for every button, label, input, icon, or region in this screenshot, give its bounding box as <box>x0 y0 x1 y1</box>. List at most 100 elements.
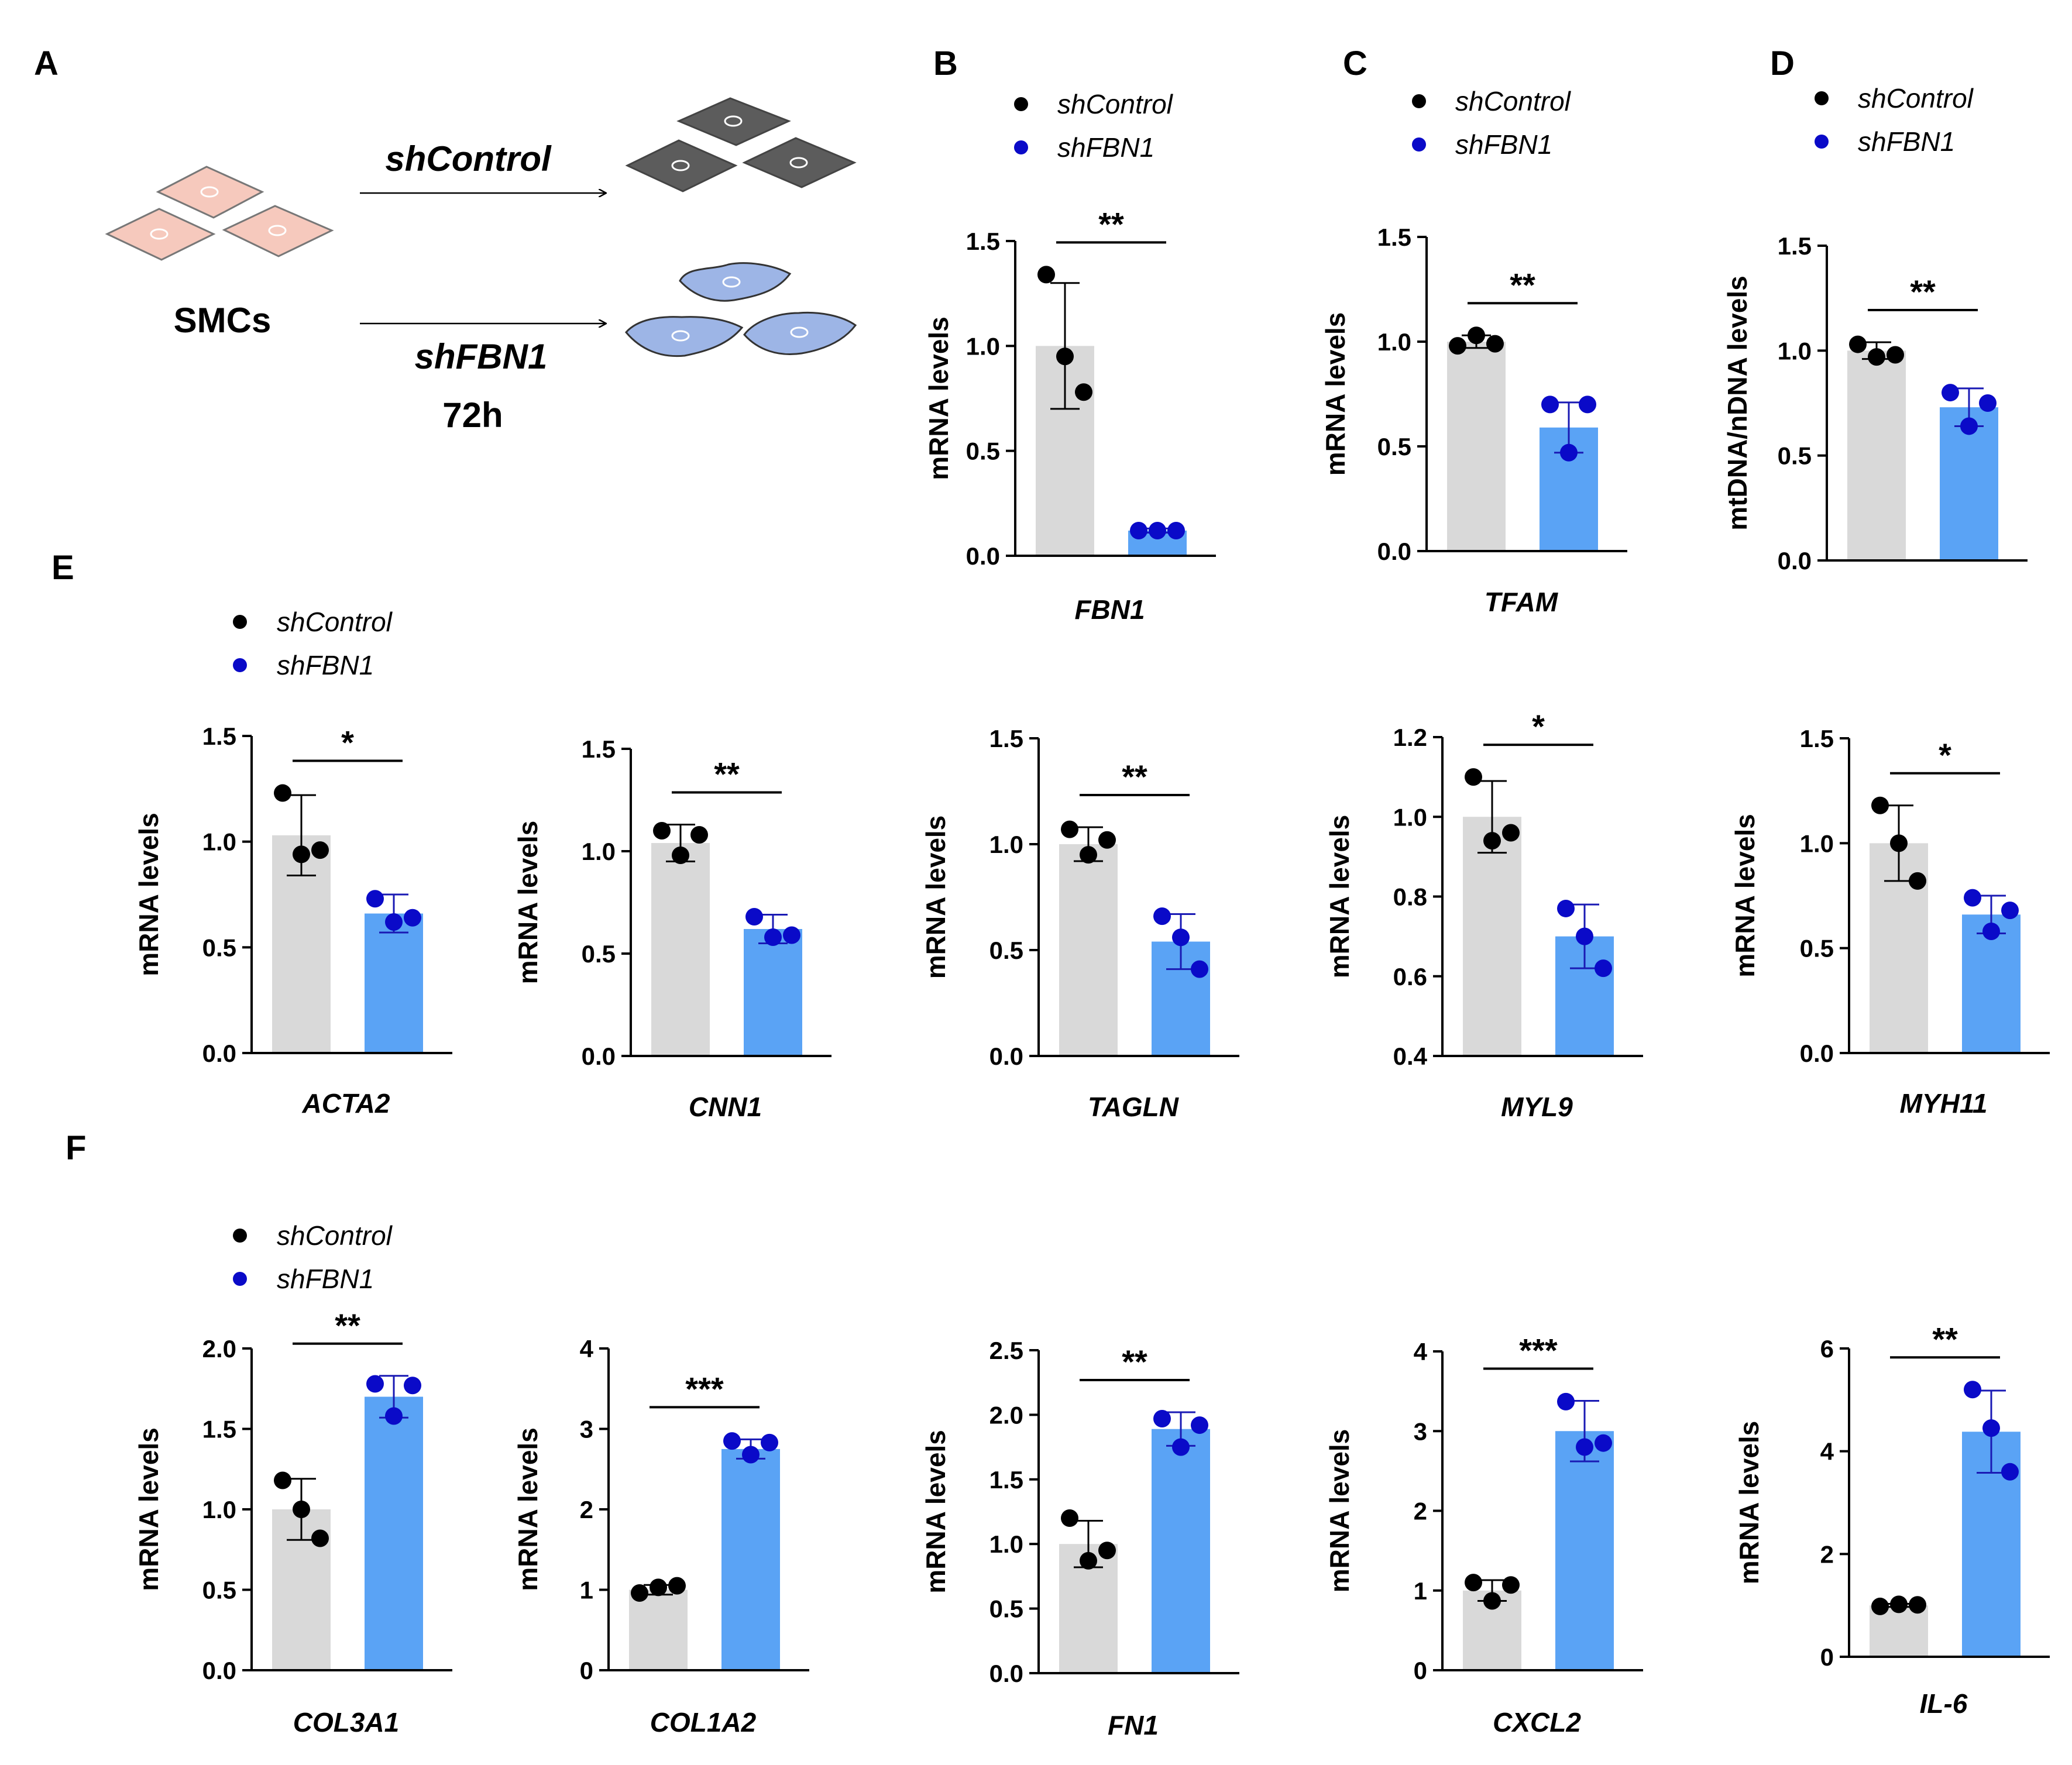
y-tick-label: 1.0 <box>1393 803 1427 831</box>
data-point-shcontrol <box>274 1471 291 1489</box>
significance-label: ** <box>1932 1320 1958 1357</box>
legend-shfbn1-label: shFBN1 <box>277 1264 374 1294</box>
data-point-shfbn1 <box>1942 384 1959 402</box>
data-point-shfbn1 <box>1153 1410 1171 1428</box>
significance-label: *** <box>685 1370 724 1407</box>
y-axis-label: mRNA levels <box>1324 815 1355 979</box>
data-point-shcontrol <box>1080 846 1097 864</box>
y-axis-label: mRNA levels <box>1730 814 1760 978</box>
data-point-shcontrol <box>1483 832 1501 850</box>
y-tick-label: 0.5 <box>1778 442 1812 470</box>
chart-f5: 0 2 4 6 mRNA levels IL-6 ** <box>1734 1320 2050 1719</box>
legend-control-dot <box>233 1229 247 1243</box>
y-tick-label: 1.0 <box>1377 328 1411 356</box>
y-tick-label: 1.5 <box>202 1416 236 1443</box>
significance-label: ** <box>1910 273 1936 310</box>
y-tick-label: 0.0 <box>989 1660 1023 1687</box>
x-axis-gene-label: MYH11 <box>1900 1088 1988 1119</box>
data-point-shcontrol <box>1075 383 1092 401</box>
legend-e: shControl shFBN1 <box>233 607 393 680</box>
data-point-shfbn1 <box>366 1375 384 1393</box>
significance-label: ** <box>714 756 740 793</box>
data-point-shcontrol <box>1890 1595 1908 1613</box>
y-tick-label: 0.5 <box>202 1577 236 1604</box>
y-axis-label: mRNA levels <box>920 1430 951 1594</box>
y-tick-label: 0.0 <box>1778 547 1812 574</box>
gray-cells-group <box>625 97 857 192</box>
legend-shfbn1-dot <box>233 1272 247 1286</box>
y-tick-label: 0.8 <box>1393 883 1427 911</box>
legend-control-label: shControl <box>1057 89 1174 119</box>
data-point-shcontrol <box>1871 796 1889 814</box>
data-point-shfbn1 <box>1576 1438 1593 1456</box>
data-point-shfbn1 <box>1130 521 1147 539</box>
y-axis-label: mRNA levels <box>133 813 164 976</box>
significance-label: * <box>1939 737 1951 773</box>
blue-cell <box>625 316 744 357</box>
legend-control-dot <box>1014 97 1028 111</box>
legend-control-label: shControl <box>1455 86 1572 116</box>
duration-label: 72h <box>442 395 503 435</box>
significance-label: * <box>341 724 354 761</box>
data-point-shcontrol <box>1465 768 1482 786</box>
y-tick-label: 3 <box>1414 1417 1427 1445</box>
data-point-shcontrol <box>672 847 689 864</box>
y-tick-label: 2.0 <box>202 1335 236 1363</box>
data-point-shfbn1 <box>1982 1419 2000 1437</box>
data-point-shfbn1 <box>1153 907 1171 925</box>
chart-e4: 0.4 0.6 0.8 1.0 1.2 mRNA levels MYL9 * <box>1324 708 1643 1122</box>
data-point-shfbn1 <box>366 890 384 908</box>
bar-shcontrol <box>1847 350 1906 560</box>
legend-shfbn1-label: shFBN1 <box>1858 126 1955 157</box>
data-point-shfbn1 <box>1191 960 1208 978</box>
data-point-shfbn1 <box>1576 927 1593 945</box>
y-tick-label: 1.5 <box>989 1466 1023 1494</box>
y-axis-label: mRNA levels <box>513 821 543 985</box>
data-point-shcontrol <box>1468 326 1485 345</box>
data-point-shfbn1 <box>1579 395 1596 414</box>
data-point-shfbn1 <box>1191 1416 1208 1434</box>
bar-shfbn1 <box>721 1449 780 1670</box>
y-tick-label: 1 <box>580 1577 593 1604</box>
significance-label: * <box>1532 708 1545 745</box>
y-tick-label: 1.5 <box>1778 232 1812 260</box>
y-tick-label: 4 <box>580 1335 594 1363</box>
data-point-shfbn1 <box>1541 395 1559 414</box>
data-point-shfbn1 <box>745 908 763 925</box>
data-point-shfbn1 <box>1557 899 1575 917</box>
y-axis-label: mRNA levels <box>920 816 951 979</box>
y-tick-label: 0.0 <box>989 1043 1023 1070</box>
y-tick-label: 0.0 <box>202 1040 236 1067</box>
gray-cell <box>676 97 791 146</box>
data-point-shfbn1 <box>385 1407 403 1425</box>
pink-cell <box>105 208 216 261</box>
chart-f3: 0.0 0.5 1.0 1.5 2.0 2.5 mRNA levels FN1 ** <box>920 1337 1239 1740</box>
y-tick-label: 0.0 <box>1377 538 1411 565</box>
data-point-shfbn1 <box>2001 1463 2019 1481</box>
blue-cells-group <box>625 262 857 357</box>
x-axis-gene-label: ACTA2 <box>302 1088 390 1119</box>
y-axis-label: mRNA levels <box>133 1427 164 1591</box>
y-tick-label: 0.5 <box>202 934 236 961</box>
data-point-shfbn1 <box>1149 521 1166 539</box>
data-point-shfbn1 <box>1167 521 1185 539</box>
y-tick-label: 0.5 <box>1377 433 1411 460</box>
data-point-shfbn1 <box>1172 928 1190 947</box>
gray-cell <box>742 137 857 188</box>
data-point-shfbn1 <box>404 909 421 927</box>
y-tick-label: 1.5 <box>989 725 1023 752</box>
data-point-shfbn1 <box>1560 443 1578 462</box>
data-point-shfbn1 <box>1595 959 1612 978</box>
x-axis-gene-label: TAGLN <box>1088 1092 1179 1122</box>
x-axis-gene-label: CNN1 <box>689 1092 762 1122</box>
y-tick-label: 0 <box>1414 1657 1427 1684</box>
x-axis-gene-label: IL-6 <box>1920 1688 1968 1719</box>
cell-nucleus <box>671 160 690 171</box>
data-point-shcontrol <box>1486 335 1504 353</box>
legend-shfbn1-label: shFBN1 <box>1057 132 1154 163</box>
y-tick-label: 1.0 <box>1800 830 1834 857</box>
data-point-shfbn1 <box>1979 394 1997 412</box>
data-point-shcontrol <box>293 845 310 863</box>
arrow-shfbn1-label: shFBN1 <box>415 337 548 376</box>
bar-shfbn1 <box>1555 1431 1614 1670</box>
